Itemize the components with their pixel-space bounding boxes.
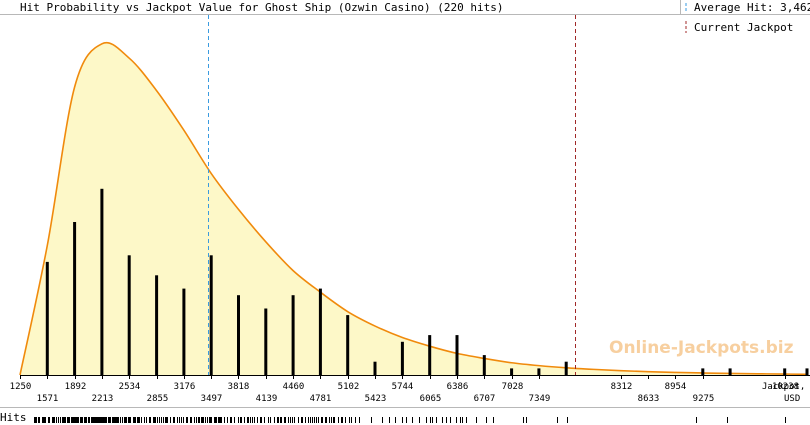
hits-rug — [34, 417, 786, 423]
x-tick-label: 8312 — [611, 382, 633, 392]
hit-bar — [127, 255, 131, 375]
hit-bar — [400, 341, 404, 376]
hit-bar — [805, 368, 809, 376]
x-tick-label: 9275 — [693, 394, 715, 404]
hit-bar — [537, 368, 541, 376]
x-tick-label: 1250 — [10, 382, 32, 392]
hit-bar — [701, 368, 705, 376]
x-tick-label: 8954 — [665, 382, 687, 392]
x-axis-label-line1: Jackpot, — [762, 382, 805, 392]
x-tick-label: 3818 — [228, 382, 250, 392]
x-tick-label: 3497 — [201, 394, 223, 404]
legend-average-label: Average Hit: 3,462 — [694, 1, 810, 14]
chart-title: Hit Probability vs Jackpot Value for Gho… — [20, 1, 503, 14]
hit-bar — [318, 288, 322, 376]
hit-bar — [428, 335, 432, 375]
hit-bars — [45, 188, 809, 376]
hit-bar — [728, 368, 732, 376]
x-tick-label: 2855 — [147, 394, 169, 404]
x-axis-ticks: 1250 1892 2534 3176 3818 4460 5102 5744 6386 7028… — [10, 375, 799, 404]
hit-bar — [373, 361, 377, 375]
hit-bar — [455, 335, 459, 375]
hit-bar — [182, 288, 186, 376]
x-tick-label: 1892 — [65, 382, 87, 392]
watermark: Online-Jackpots.biz — [609, 338, 794, 358]
hit-bar — [291, 295, 295, 375]
x-axis-label-line2: USD — [784, 394, 800, 404]
x-tick-label: 4139 — [256, 394, 278, 404]
x-tick-label: 6707 — [474, 394, 496, 404]
x-tick-label: 4460 — [283, 382, 305, 392]
x-tick-label: 5744 — [392, 382, 414, 392]
x-tick-label: 8633 — [638, 394, 660, 404]
hit-bar — [73, 222, 77, 375]
x-tick-label: 5423 — [365, 394, 387, 404]
hit-bar — [100, 188, 104, 375]
x-tick-label: 1571 — [37, 394, 59, 404]
x-tick-label: 2534 — [119, 382, 141, 392]
hit-bar — [45, 261, 49, 375]
probability-area — [20, 42, 807, 375]
x-tick-label: 6065 — [420, 394, 442, 404]
x-tick-label: 7028 — [502, 382, 524, 392]
x-tick-label: 10238 — [772, 382, 799, 392]
x-tick-label: 6386 — [447, 382, 469, 392]
legend-current-label: Current Jackpot — [694, 21, 793, 34]
probability-curve — [19, 41, 808, 376]
hit-bar — [783, 368, 787, 376]
hit-bar — [209, 255, 213, 375]
hit-bar — [346, 315, 350, 375]
hit-bar — [237, 295, 240, 375]
hit-bar — [510, 368, 514, 376]
hit-bar — [264, 308, 268, 375]
x-tick-label: 7349 — [529, 394, 551, 404]
x-tick-label: 4781 — [310, 394, 332, 404]
hits-label: Hits — [0, 411, 27, 424]
x-tick-label: 5102 — [338, 382, 360, 392]
hit-bar — [564, 361, 568, 375]
hit-bar — [482, 355, 486, 376]
x-tick-label: 2213 — [92, 394, 114, 404]
hit-bar — [155, 275, 159, 376]
x-tick-label: 3176 — [174, 382, 196, 392]
